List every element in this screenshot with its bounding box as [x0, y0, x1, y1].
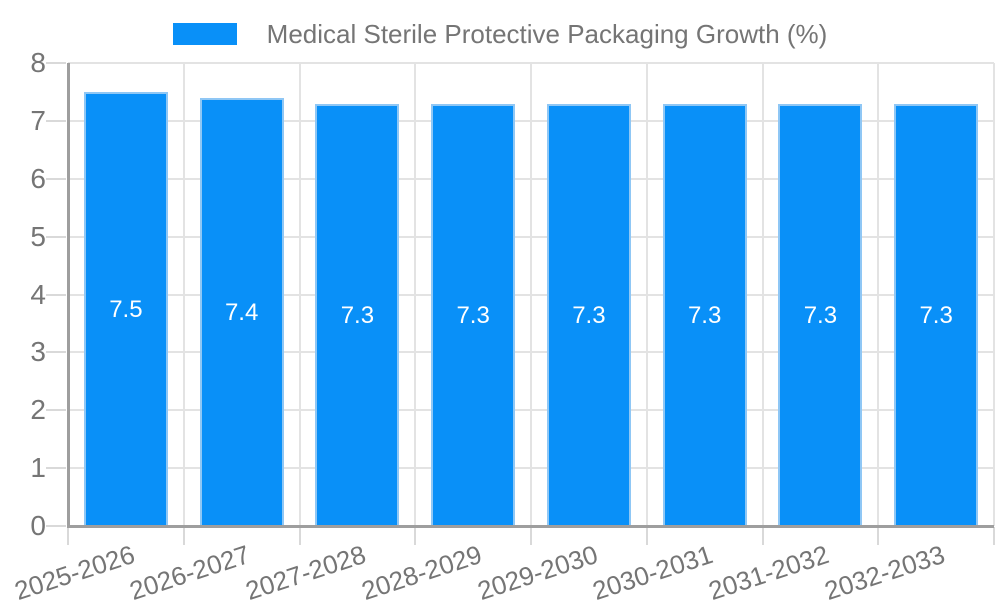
bar-value-label: 7.5	[109, 295, 143, 323]
x-axis-tick-label: 2032-2033	[820, 539, 949, 600]
y-axis-tick-label: 2	[30, 394, 46, 426]
y-axis-tick	[46, 351, 66, 354]
bar[interactable]: 7.3	[894, 103, 979, 526]
bar-value-label: 7.3	[919, 301, 953, 329]
y-axis-tick	[46, 467, 66, 470]
bar[interactable]: 7.3	[662, 103, 747, 526]
y-axis-tick	[46, 119, 66, 122]
x-axis-tick-label: 2027-2028	[241, 539, 370, 600]
legend[interactable]: Medical Sterile Protective Packaging Gro…	[0, 21, 1000, 47]
x-axis-tick-label: 2026-2027	[126, 539, 254, 600]
bar-value-label: 7.3	[456, 301, 490, 329]
y-axis-tick-label: 3	[30, 336, 46, 368]
y-axis-tick	[46, 293, 66, 296]
y-axis-tick	[46, 525, 66, 527]
bar-value-label: 7.3	[687, 301, 722, 329]
y-axis-tick	[46, 235, 66, 238]
x-axis-tick-label: 2030-2031	[589, 539, 717, 600]
v-gridline	[877, 63, 880, 526]
bar[interactable]: 7.3	[546, 103, 631, 526]
v-gridline	[645, 63, 648, 526]
y-axis-tick-label: 6	[30, 162, 46, 194]
legend-label: Medical Sterile Protective Packaging Gro…	[266, 19, 828, 49]
y-axis-tick-label: 1	[30, 452, 46, 484]
x-axis-line	[66, 524, 994, 528]
bar-value-label: 7.3	[340, 301, 375, 329]
v-gridline	[993, 63, 995, 526]
v-gridline	[298, 63, 301, 526]
y-axis-tick-label: 0	[30, 510, 46, 541]
bar-value-label: 7.3	[803, 301, 838, 329]
v-gridline	[530, 63, 532, 526]
x-axis-tick-label: 2025-2026	[10, 539, 138, 600]
x-axis-tick-label: 2028-2029	[357, 539, 486, 600]
x-axis-tick	[67, 527, 69, 545]
bar[interactable]: 7.4	[199, 97, 284, 526]
v-gridline	[182, 63, 185, 526]
y-axis-tick	[46, 62, 66, 64]
x-axis-tick	[993, 527, 995, 545]
y-axis-tick-label: 8	[30, 47, 46, 78]
bar[interactable]: 7.5	[83, 91, 168, 526]
x-axis-tick	[182, 527, 185, 545]
x-axis-tick-label: 2031-2032	[704, 539, 833, 600]
x-axis-tick	[761, 527, 764, 545]
x-axis-tick-label: 2029-2030	[473, 539, 601, 600]
x-axis-tick	[645, 527, 648, 545]
x-axis-tick	[530, 527, 532, 545]
v-gridline	[761, 63, 764, 526]
bar[interactable]: 7.3	[315, 103, 400, 526]
y-axis-tick-label: 4	[30, 278, 46, 310]
x-axis-tick	[414, 527, 417, 545]
y-axis-line	[66, 63, 70, 528]
bar[interactable]: 7.3	[778, 103, 863, 526]
v-gridline	[414, 63, 417, 526]
y-axis-tick-label: 7	[30, 104, 46, 136]
bar-value-label: 7.3	[572, 301, 606, 329]
y-axis-tick	[46, 409, 66, 412]
y-axis-tick	[46, 177, 66, 180]
y-axis-tick-label: 5	[30, 220, 46, 252]
x-axis-tick	[298, 527, 301, 545]
x-axis-tick	[877, 527, 880, 545]
bar-value-label: 7.4	[224, 298, 259, 326]
bar[interactable]: 7.3	[431, 103, 516, 526]
legend-swatch-icon	[172, 23, 237, 45]
